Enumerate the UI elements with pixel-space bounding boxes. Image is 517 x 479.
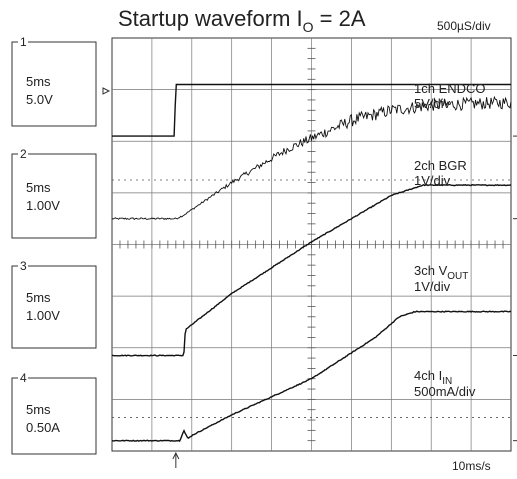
timebase-bottom-label: 10ms/s — [452, 459, 491, 473]
channel-box-frame — [11, 265, 97, 349]
series-line-1 — [112, 83, 511, 137]
timebase-top-label: 500µS/div — [437, 19, 491, 33]
channel-box-time: 5ms — [26, 290, 51, 305]
channel-box-time: 5ms — [26, 402, 51, 417]
channel-box-frame — [11, 153, 97, 239]
traces — [111, 83, 517, 443]
channel-box-frame — [11, 377, 97, 455]
channel-box-2: 2 5ms 1.00V — [11, 147, 97, 239]
series-scale: 5V/div — [414, 96, 451, 111]
trigger-time-arrow — [172, 451, 180, 468]
channel-box-volts: 1.00V — [26, 308, 60, 323]
channel-box-number: 4 — [20, 371, 27, 385]
series-name: 2ch BGR — [414, 158, 467, 173]
channel-box-frame — [11, 41, 97, 127]
channel-box-number: 2 — [20, 147, 27, 161]
series-line-3 — [112, 183, 512, 357]
channel-box-time: 5ms — [26, 74, 51, 89]
series-label-3: 3ch VOUT 1V/div — [414, 263, 468, 294]
series-label-4: 4ch IIN 500mA/div — [414, 368, 476, 399]
series-line-4 — [111, 310, 512, 443]
channel-box-4: 4 5ms 0.50A — [11, 371, 97, 455]
grid — [112, 38, 511, 451]
chart-title: Startup waveform IO = 2A — [118, 6, 366, 35]
series-label-1: 1ch ENDCO 5V/div — [414, 81, 486, 111]
channel-box-volts: 1.00V — [26, 198, 60, 213]
trigger-arrow-head — [172, 451, 180, 460]
channel-box-volts: 5.0V — [26, 92, 53, 107]
trigger-level-marker — [102, 87, 111, 95]
channel-box-time: 5ms — [26, 180, 51, 195]
series-scale: 500mA/div — [414, 384, 476, 399]
series-label-2: 2ch BGR 1V/div — [414, 158, 467, 188]
channel-box-1: 1 5ms 5.0V — [11, 35, 97, 127]
series-name: 1ch ENDCO — [414, 81, 486, 96]
channel-box-number: 3 — [20, 259, 27, 273]
series-line-2 — [111, 95, 512, 221]
channel-box-3: 3 5ms 1.00V — [11, 259, 97, 349]
series-name: 3ch VOUT — [414, 263, 468, 282]
channel-box-volts: 0.50A — [26, 420, 60, 435]
series-scale: 1V/div — [414, 173, 451, 188]
series-name: 4ch IIN — [414, 368, 452, 387]
series-scale: 1V/div — [414, 279, 451, 294]
channel-box-number: 1 — [20, 35, 27, 49]
